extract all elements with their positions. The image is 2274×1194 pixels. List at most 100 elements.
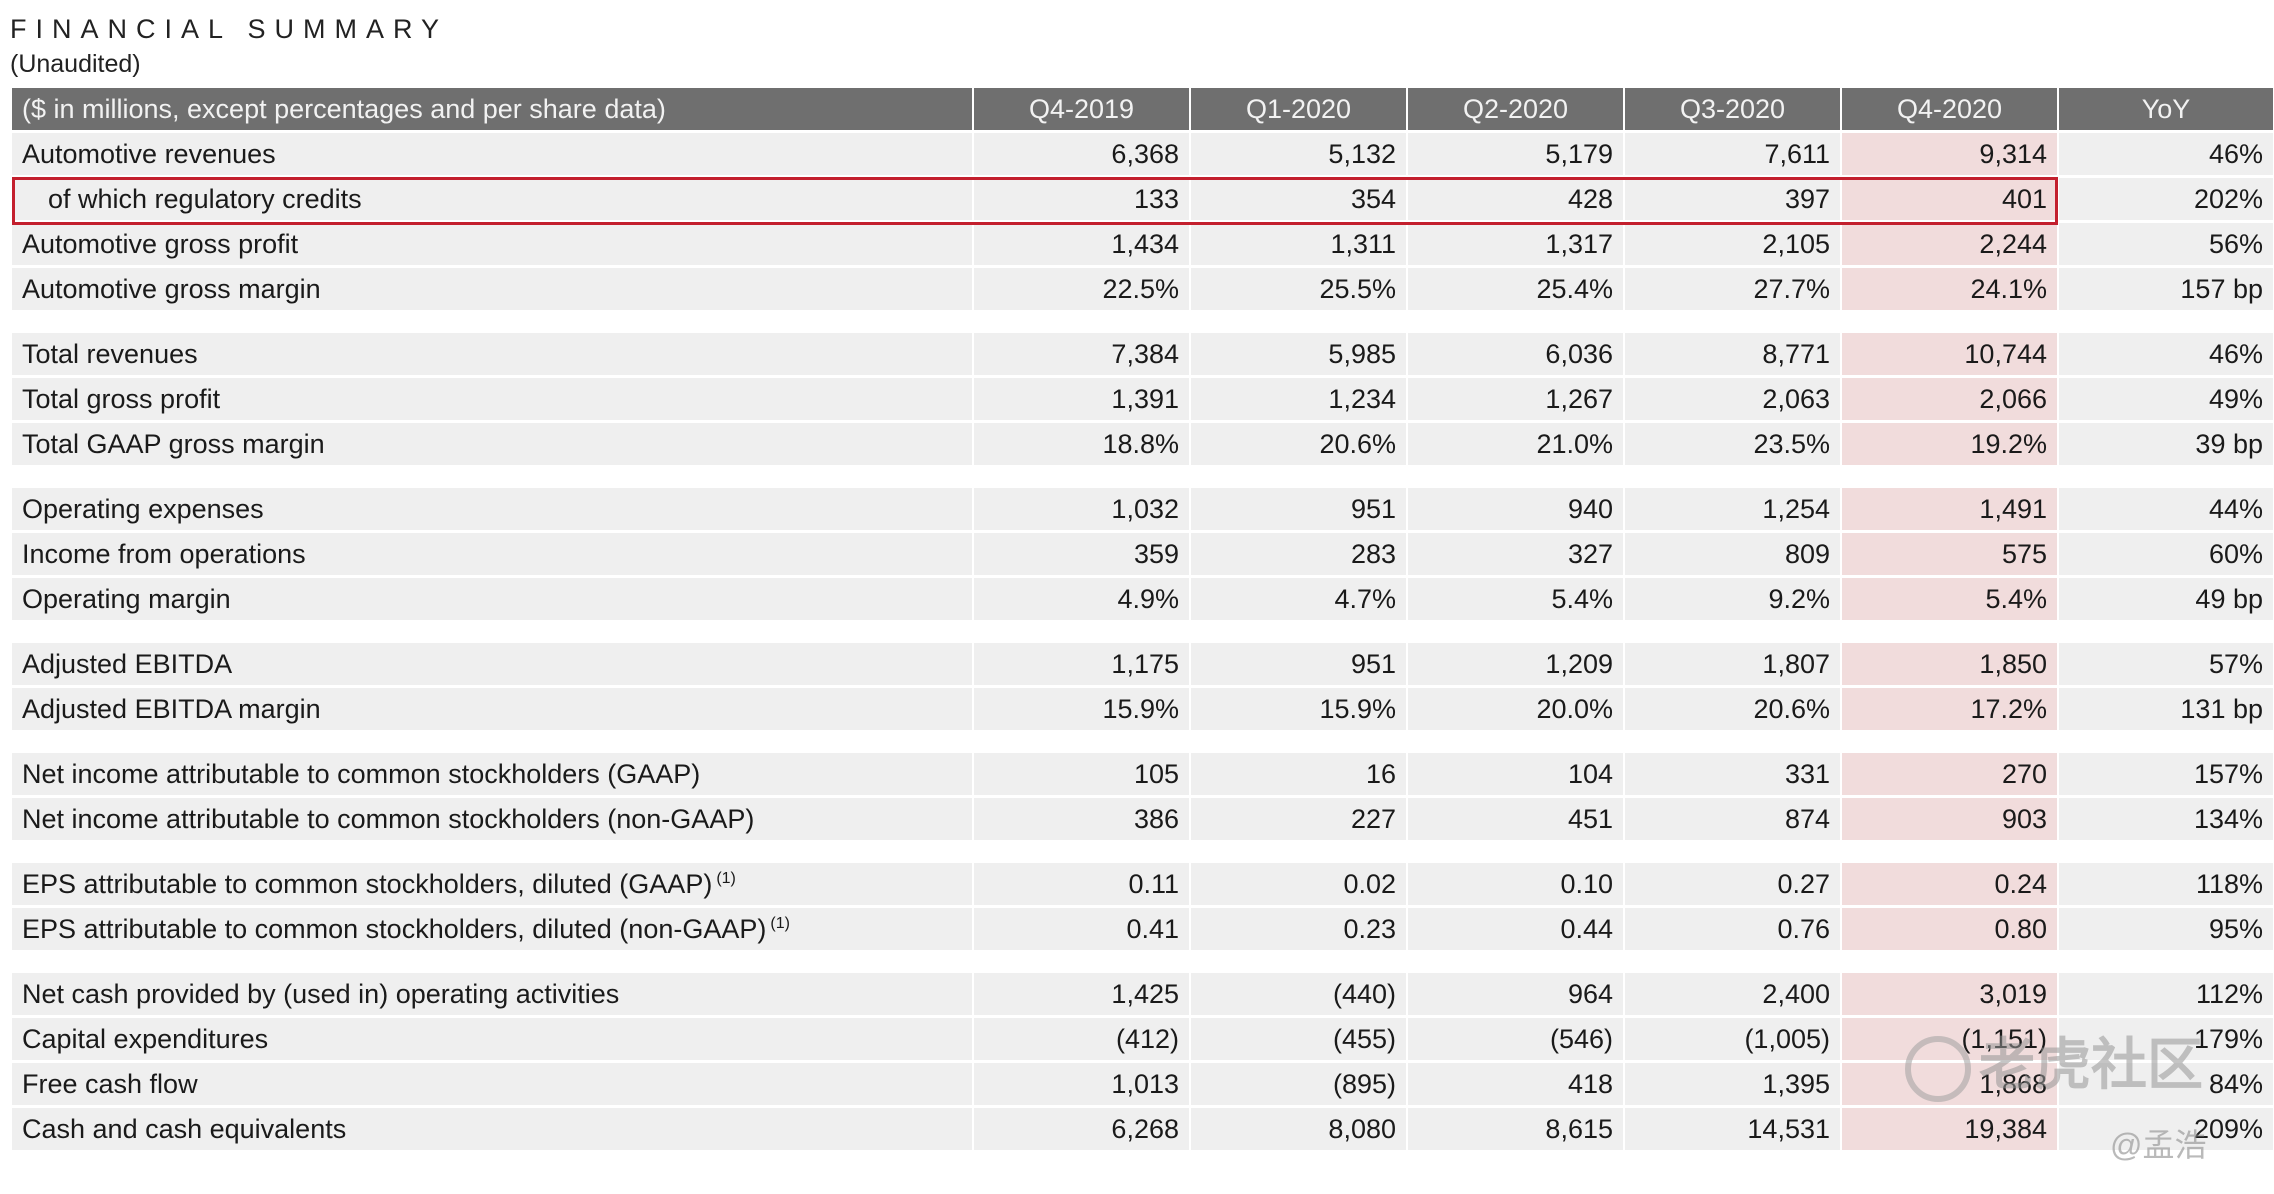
watermark-text: 老虎社区	[1979, 1033, 2203, 1096]
table-cell: 19,384	[1842, 1108, 2057, 1153]
table-cell: 133	[974, 178, 1189, 223]
table-cell: 46%	[2059, 133, 2273, 178]
table-cell: 112%	[2059, 973, 2273, 1018]
row-label-text: Adjusted EBITDA	[22, 648, 233, 679]
table-row: Operating expenses 1,032 951 940 1,254 1,491 4…	[12, 488, 2273, 533]
table-cell: 1,434	[974, 223, 1189, 268]
row-label: Automotive gross margin	[12, 268, 972, 313]
table-cell: 7,384	[974, 333, 1189, 378]
table-cell: 428	[1408, 178, 1623, 223]
table-cell: 104	[1408, 753, 1623, 798]
table-cell: 397	[1625, 178, 1840, 223]
table-cell: 4.7%	[1191, 578, 1406, 623]
table-cell: 327	[1408, 533, 1623, 578]
table-cell: 56%	[2059, 223, 2273, 268]
financial-summary-table: ($ in millions, except percentages and p…	[10, 88, 2274, 1153]
row-label-text: Cash and cash equivalents	[22, 1113, 347, 1144]
table-cell: 18.8%	[974, 423, 1189, 468]
table-cell: 227	[1191, 798, 1406, 843]
table-cell: 1,850	[1842, 643, 2057, 688]
row-label-text: Total GAAP gross margin	[22, 428, 325, 459]
row-label-text: Total gross profit	[22, 383, 221, 414]
row-label-text: Automotive gross profit	[22, 228, 299, 259]
watermark: 老虎社区	[1905, 1020, 2203, 1103]
row-label-text: Net income attributable to common stockh…	[22, 758, 701, 789]
row-label: Operating expenses	[12, 488, 972, 533]
row-label: Total gross profit	[12, 378, 972, 423]
table-cell: 8,080	[1191, 1108, 1406, 1153]
page-title: FINANCIAL SUMMARY	[10, 14, 449, 44]
row-label: Adjusted EBITDA margin	[12, 688, 972, 733]
row-label: Net income attributable to common stockh…	[12, 798, 972, 843]
table-cell: 283	[1191, 533, 1406, 578]
table-cell: 9,314	[1842, 133, 2057, 178]
table-row: Total GAAP gross margin 18.8% 20.6% 21.0% 23…	[12, 423, 2273, 468]
table-cell: 131 bp	[2059, 688, 2273, 733]
table-cell: 17.2%	[1842, 688, 2057, 733]
table-cell: 24.1%	[1842, 268, 2057, 313]
table-cell: 5,132	[1191, 133, 1406, 178]
row-label: Total GAAP gross margin	[12, 423, 972, 468]
tiger-logo-icon	[1905, 1036, 1971, 1103]
table-cell: 0.02	[1191, 863, 1406, 908]
table-row: Total revenues 7,384 5,985 6,036 8,771 10,744…	[12, 333, 2273, 378]
table-cell: 1,175	[974, 643, 1189, 688]
table-cell: 1,311	[1191, 223, 1406, 268]
table-cell: 5.4%	[1842, 578, 2057, 623]
table-cell: 9.2%	[1625, 578, 1840, 623]
table-cell: 95%	[2059, 908, 2273, 953]
table-row: Net cash provided by (used in) operating…	[12, 973, 2273, 1018]
column-header: ($ in millions, except percentages and p…	[12, 88, 972, 133]
separator-cell	[12, 843, 2273, 863]
table-cell: 21.0%	[1408, 423, 1623, 468]
row-label-text: Automotive revenues	[22, 138, 276, 169]
row-label: Capital expenditures	[12, 1018, 972, 1063]
table-row: Operating margin 4.9% 4.7% 5.4% 9.2% 5.4% 49 b…	[12, 578, 2273, 623]
table-cell: 386	[974, 798, 1189, 843]
table-cell: 8,615	[1408, 1108, 1623, 1153]
table-cell: 331	[1625, 753, 1840, 798]
table-cell: 874	[1625, 798, 1840, 843]
row-label: Net income attributable to common stockh…	[12, 753, 972, 798]
table-cell: 16	[1191, 753, 1406, 798]
table-cell: 44%	[2059, 488, 2273, 533]
table-cell: 4.9%	[974, 578, 1189, 623]
table-row: Free cash flow 1,013 (895) 418 1,395 1,868 84%	[12, 1063, 2273, 1108]
table-cell: 105	[974, 753, 1189, 798]
table-cell: (455)	[1191, 1018, 1406, 1063]
table-cell: 39 bp	[2059, 423, 2273, 468]
table-cell: 57%	[2059, 643, 2273, 688]
separator-cell	[12, 623, 2273, 643]
table-cell: 0.23	[1191, 908, 1406, 953]
table-cell: 270	[1842, 753, 2057, 798]
separator-cell	[12, 313, 2273, 333]
table-cell: 60%	[2059, 533, 2273, 578]
table-cell: 5,985	[1191, 333, 1406, 378]
table-cell: 23.5%	[1625, 423, 1840, 468]
table-cell: 7,611	[1625, 133, 1840, 178]
separator-cell	[12, 733, 2273, 753]
table-cell: 0.10	[1408, 863, 1623, 908]
row-label: Automotive revenues	[12, 133, 972, 178]
table-cell: 1,209	[1408, 643, 1623, 688]
table-cell: 27.7%	[1625, 268, 1840, 313]
row-label-text: of which regulatory credits	[48, 183, 362, 214]
footnote-marker: (1)	[716, 869, 736, 887]
column-header: YoY	[2059, 88, 2273, 133]
row-label-text: EPS attributable to common stockholders,…	[22, 868, 713, 899]
row-label: EPS attributable to common stockholders,…	[12, 908, 972, 953]
table-cell: 2,066	[1842, 378, 2057, 423]
row-label: EPS attributable to common stockholders,…	[12, 863, 972, 908]
table-cell: (546)	[1408, 1018, 1623, 1063]
table-cell: 1,317	[1408, 223, 1623, 268]
table-cell: 179%	[2059, 1018, 2273, 1063]
row-label-text: Capital expenditures	[22, 1023, 269, 1054]
table-header-row: ($ in millions, except percentages and p…	[12, 88, 2273, 133]
table-cell: 15.9%	[974, 688, 1189, 733]
table-cell: 157%	[2059, 753, 2273, 798]
row-label-text: Free cash flow	[22, 1068, 198, 1099]
row-group-separator	[12, 733, 2273, 753]
row-group-separator	[12, 468, 2273, 488]
table-row: Net income attributable to common stockh…	[12, 798, 2273, 843]
page-subtitle: (Unaudited)	[10, 50, 141, 78]
